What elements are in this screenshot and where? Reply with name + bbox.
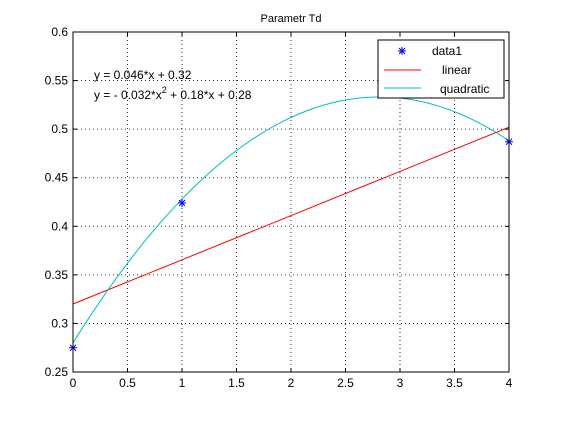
- legend-item-data1: data1: [398, 44, 462, 58]
- x-tick-label: 3.5: [446, 376, 463, 390]
- x-tick-label: 4: [506, 376, 513, 390]
- y-tick-label: 0.25: [45, 365, 69, 379]
- x-tick-label: 1.5: [228, 376, 245, 390]
- legend: data1 linear quadratic: [377, 39, 505, 99]
- y-tick-label: 0.55: [45, 74, 69, 88]
- data-point-marker: [178, 198, 186, 207]
- x-tick-label: 2: [288, 376, 295, 390]
- tick-labels: 0 0.5 1 1.5 2 2.5 3 3.5 4 0.25 0.3 0.35 0.4 0.45 0.5 0.…: [45, 25, 513, 390]
- y-tick-label: 0.3: [51, 316, 68, 330]
- legend-item-linear: linear: [384, 63, 471, 77]
- y-tick-label: 0.6: [51, 25, 68, 39]
- chart-title: Parametr Td: [261, 13, 322, 25]
- quadratic-eq-exponent: 2: [162, 85, 167, 95]
- y-tick-label: 0.4: [51, 219, 68, 233]
- x-tick-label: 3: [397, 376, 404, 390]
- legend-label-data1: data1: [432, 44, 462, 58]
- series-curve-quadratic: [72, 96, 510, 344]
- legend-label-linear: linear: [442, 63, 471, 77]
- quadratic-eq-part2: + 0.18*x + 0.28: [167, 88, 252, 102]
- series-line-linear: [72, 126, 510, 305]
- legend-star-marker: [398, 47, 406, 55]
- quadratic-equation-annotation: y = - 0.032*x2 + 0.18*x + 0.28: [94, 85, 252, 102]
- y-tick-label: 0.35: [45, 268, 69, 282]
- legend-item-quadratic: quadratic: [384, 82, 489, 96]
- y-tick-label: 0.5: [51, 122, 68, 136]
- x-tick-label: 0.5: [119, 376, 136, 390]
- x-tick-label: 2.5: [337, 376, 354, 390]
- y-tick-label: 0.45: [45, 171, 69, 185]
- legend-label-quadratic: quadratic: [440, 82, 489, 96]
- legend-star-marker-icon: [398, 47, 406, 55]
- quadratic-eq-part1: y = - 0.032*x: [94, 88, 162, 102]
- ticks: [72, 31, 510, 373]
- linear-equation-annotation: y = 0.046*x + 0.32: [94, 68, 192, 82]
- x-tick-label: 1: [179, 376, 186, 390]
- x-tick-label: 0: [70, 376, 77, 390]
